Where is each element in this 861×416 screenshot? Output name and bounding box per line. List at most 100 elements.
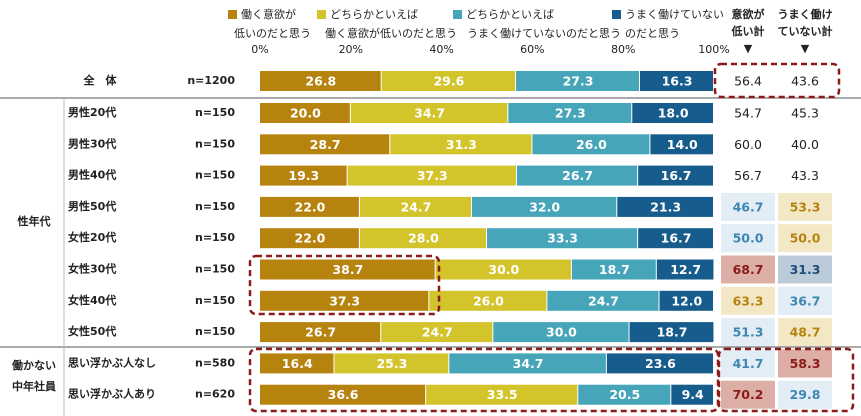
x-tick-label: 60%	[520, 43, 544, 56]
group-label: 性年代	[18, 214, 51, 228]
bar-segment	[629, 322, 714, 343]
column-header: うまく働け	[778, 7, 833, 21]
column-marker: ▼	[801, 42, 810, 55]
bar-segment	[632, 103, 713, 123]
legend-swatch	[453, 10, 462, 19]
value-label: 34.7	[513, 356, 544, 371]
value-label: 24.7	[401, 199, 432, 214]
sample-size: n=150	[195, 294, 235, 307]
value-label: 38.7	[332, 262, 363, 277]
bar-segment	[260, 165, 347, 186]
sample-size: n=1200	[187, 74, 235, 87]
bar-segment	[359, 228, 486, 249]
value-label: 30.0	[546, 325, 577, 340]
total-cell	[721, 286, 775, 315]
bar-segment	[638, 228, 713, 249]
value-label: 22.0	[295, 199, 326, 214]
total-cell	[778, 224, 832, 253]
total-value: 54.7	[734, 106, 762, 121]
value-label: 25.3	[376, 356, 407, 371]
bar-segment	[260, 228, 359, 249]
row-label: 女性50代	[68, 324, 116, 338]
total-cell	[721, 224, 775, 253]
legend-label: うまく働けていないのだと思う	[467, 27, 621, 40]
legend-label: 低いのだと思う	[234, 27, 311, 40]
total-value: 70.2	[733, 387, 764, 402]
bar-segment	[671, 384, 713, 405]
value-label: 29.6	[433, 74, 464, 89]
column-header: ていない計	[778, 24, 833, 38]
bar-segment	[516, 165, 638, 186]
row-label: 全 体	[83, 73, 118, 87]
total-value: 43.3	[791, 168, 819, 183]
bar-segment	[516, 71, 639, 91]
bar-segment	[426, 384, 578, 405]
column-header: 意欲が	[732, 7, 765, 21]
row-label: 男性50代	[68, 199, 116, 213]
value-label: 18.0	[658, 106, 689, 121]
x-tick-label: 40%	[429, 43, 453, 56]
total-cell	[778, 255, 832, 284]
bar-segment	[347, 165, 516, 186]
legend-label: どちらかといえば	[466, 8, 554, 21]
value-label: 32.0	[529, 199, 560, 214]
bar-segment	[532, 134, 650, 155]
legend-label: うまく働けていない	[625, 8, 724, 21]
value-label: 18.7	[657, 325, 688, 340]
value-label: 21.3	[650, 199, 681, 214]
bar-segment	[449, 353, 606, 374]
bar-segment	[260, 103, 350, 123]
total-cell	[721, 349, 775, 378]
legend-swatch	[228, 10, 237, 19]
value-label: 26.7	[305, 325, 336, 340]
bar-segment	[487, 228, 638, 249]
total-value: 31.3	[790, 262, 821, 277]
bar-segment	[260, 259, 435, 280]
total-value: 58.3	[790, 356, 821, 371]
bar-segment	[350, 103, 508, 123]
bar-segment	[260, 322, 381, 343]
bar-segment	[260, 71, 381, 91]
legend-swatch	[612, 10, 621, 19]
row-label: 女性30代	[68, 262, 116, 276]
plot: 働く意欲が低いのだと思うどちらかといえば働く意欲が低いのだと思うどちらかといえば…	[11, 7, 833, 409]
value-label: 27.3	[555, 106, 586, 121]
value-label: 27.3	[563, 74, 594, 89]
value-label: 24.7	[588, 293, 619, 308]
row-label: 男性30代	[68, 136, 116, 150]
bar-segment	[547, 290, 659, 311]
bar-segment	[260, 353, 334, 374]
sample-size: n=150	[195, 263, 235, 276]
total-value: 50.0	[733, 231, 764, 246]
total-value: 60.0	[734, 137, 762, 152]
total-cell	[778, 286, 832, 315]
row-label: 女性40代	[68, 293, 116, 307]
bar-segment	[571, 259, 656, 280]
highlight-box	[248, 347, 720, 413]
value-label: 33.5	[487, 387, 518, 402]
value-label: 16.7	[661, 168, 692, 183]
total-cell	[778, 318, 832, 347]
bar-segment	[260, 290, 429, 311]
legend-label: 働く意欲が	[241, 7, 296, 21]
total-value: 51.3	[733, 325, 764, 340]
bar-segment	[359, 196, 472, 217]
x-tick-label: 0%	[251, 43, 268, 56]
value-label: 20.0	[290, 106, 321, 121]
bar-segment	[260, 134, 390, 155]
total-cell	[721, 192, 775, 221]
value-label: 14.0	[667, 137, 698, 152]
value-label: 30.0	[488, 262, 519, 277]
bar-segment	[381, 71, 516, 91]
value-label: 16.7	[661, 231, 692, 246]
bar-segment	[578, 384, 671, 405]
bar-segment	[656, 259, 714, 280]
value-label: 31.3	[446, 137, 477, 152]
total-value: 50.0	[790, 231, 821, 246]
total-cell	[721, 255, 775, 284]
group-label: 働かない	[11, 358, 56, 372]
total-cell	[721, 318, 775, 347]
row-label: 思い浮かぶ人なし	[68, 355, 156, 369]
value-label: 19.3	[288, 168, 319, 183]
highlight-box	[248, 254, 441, 316]
